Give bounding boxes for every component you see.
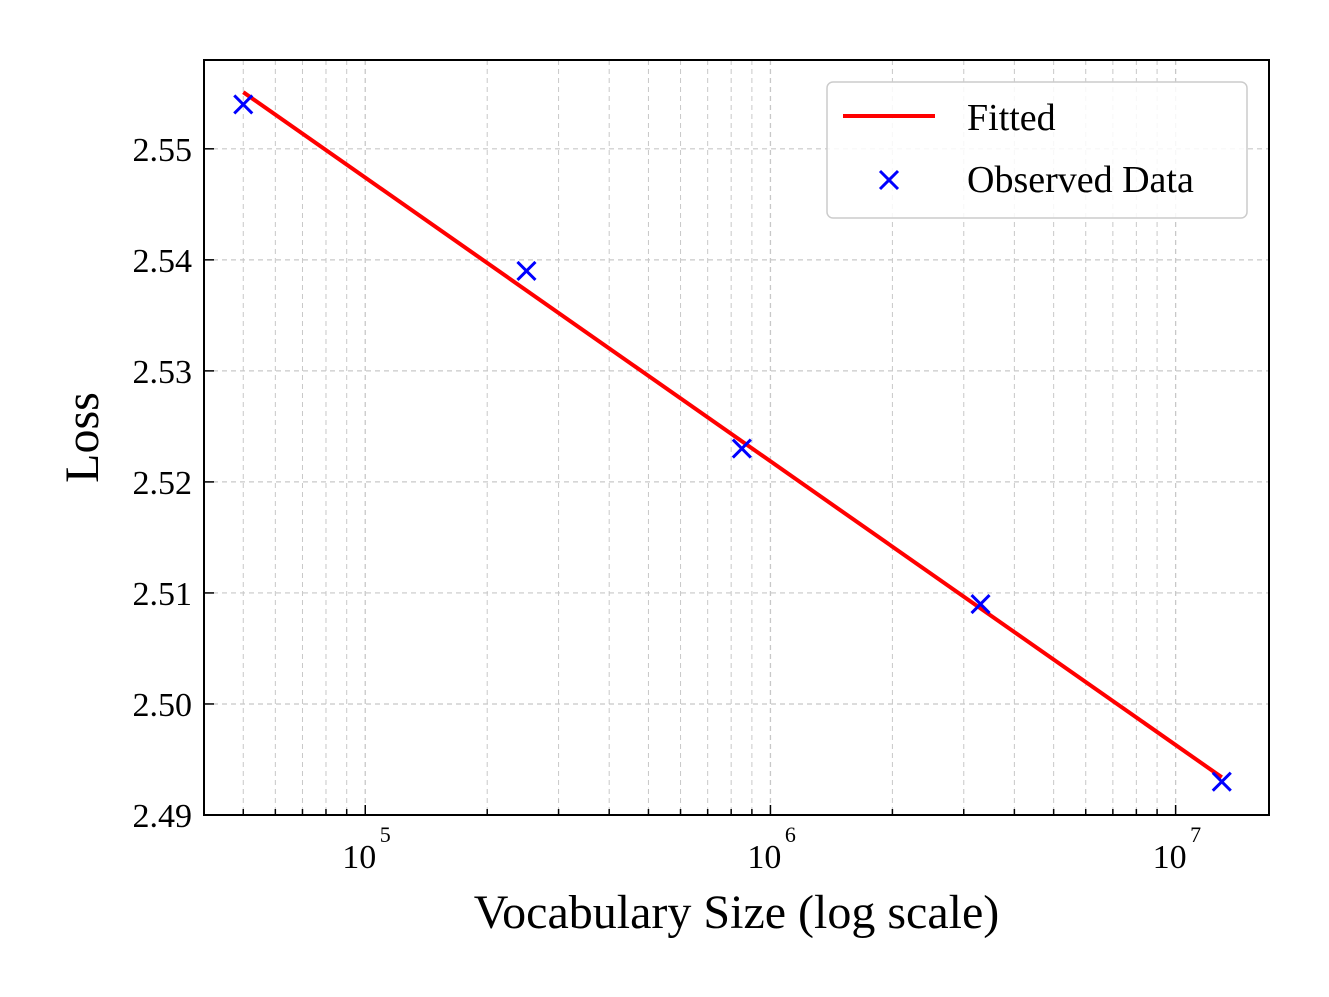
x-tick-label-exponent: 5 [380, 822, 391, 847]
x-tick-label-base: 10 [1153, 839, 1187, 876]
legend-swatch-observed [878, 169, 900, 191]
observed-point-stroke [970, 593, 991, 615]
legend: Fitted Observed Data [826, 81, 1248, 219]
plot-area [233, 90, 1232, 792]
y-tick-label: 2.52 [133, 465, 193, 502]
observed-point [1211, 771, 1232, 792]
y-tick-label: 2.55 [133, 132, 193, 169]
x-tick-label: 106 [747, 822, 796, 876]
y-tick-label: 2.50 [133, 687, 193, 724]
observed-point [970, 593, 991, 615]
observed-point-stroke [516, 260, 537, 282]
y-tick-label: 2.54 [133, 243, 193, 280]
fitted-line [242, 90, 1223, 779]
legend-label-fitted: Fitted [967, 97, 1056, 139]
y-axis-label: Loss [56, 392, 109, 483]
observed-point-stroke [233, 94, 254, 115]
observed-point-stroke [731, 438, 752, 459]
observed-point [731, 438, 752, 459]
x-tick-label-exponent: 6 [785, 822, 796, 847]
x-tick-label: 107 [1153, 822, 1202, 876]
y-tick-label: 2.53 [133, 354, 193, 391]
x-tick-label: 105 [342, 822, 391, 876]
observed-point-stroke [1211, 771, 1232, 792]
legend-marker-stroke [878, 169, 900, 191]
y-tick-label: 2.51 [133, 576, 193, 613]
x-tick-label-base: 10 [342, 839, 376, 876]
x-axis-label: Vocabulary Size (log scale) [474, 886, 1000, 939]
x-tick-label-exponent: 7 [1190, 822, 1201, 847]
observed-point [516, 260, 537, 282]
plot-frame [203, 59, 1270, 816]
legend-label-observed: Observed Data [967, 159, 1194, 201]
y-tick-label: 2.49 [133, 798, 193, 835]
x-tick-label-base: 10 [747, 839, 781, 876]
observed-point [233, 94, 254, 115]
